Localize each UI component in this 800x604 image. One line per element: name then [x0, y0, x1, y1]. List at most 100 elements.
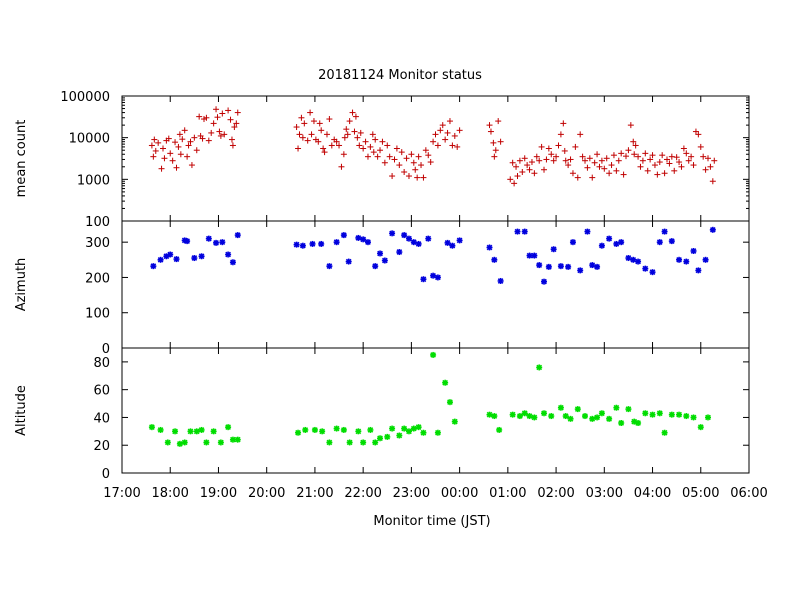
- data-point: [449, 242, 456, 249]
- data-point: [444, 129, 451, 136]
- data-point: [161, 155, 168, 162]
- data-point: [456, 237, 463, 244]
- data-point: [199, 135, 206, 142]
- data-point: [642, 410, 649, 417]
- data-point: [594, 414, 601, 421]
- data-point: [360, 439, 367, 446]
- data-point: [557, 131, 564, 138]
- data-point: [357, 129, 364, 136]
- data-point: [210, 428, 217, 435]
- data-point: [562, 157, 569, 164]
- data-point: [487, 128, 494, 135]
- data-point: [151, 136, 158, 143]
- data-point: [228, 136, 235, 143]
- y-tick-label: 100000: [60, 90, 110, 105]
- x-tick-label: 05:00: [682, 486, 719, 501]
- data-point: [497, 138, 504, 145]
- data-point: [661, 429, 668, 436]
- data-point: [514, 228, 521, 235]
- data-point: [349, 109, 356, 116]
- data-point: [594, 151, 601, 158]
- data-point: [298, 114, 305, 121]
- data-point: [351, 128, 358, 135]
- data-point: [630, 138, 637, 145]
- data-point: [185, 142, 192, 149]
- data-point: [434, 429, 441, 436]
- data-point: [649, 152, 656, 159]
- data-point: [495, 118, 502, 125]
- data-point: [434, 142, 441, 149]
- data-point: [414, 174, 421, 181]
- data-point: [229, 259, 236, 266]
- data-point: [618, 420, 625, 426]
- data-point: [299, 134, 306, 141]
- data-point: [557, 263, 564, 270]
- data-point: [318, 240, 325, 247]
- data-point: [225, 424, 232, 431]
- data-point: [420, 276, 427, 283]
- data-point: [316, 120, 323, 127]
- data-point: [415, 424, 422, 431]
- data-point: [345, 258, 352, 265]
- data-point: [666, 160, 673, 167]
- data-point: [589, 415, 596, 422]
- data-point: [531, 252, 538, 259]
- data-point: [606, 170, 613, 177]
- data-point: [219, 110, 226, 117]
- y-tick-label: 40: [93, 411, 110, 426]
- data-point: [567, 156, 574, 163]
- data-point: [589, 174, 596, 181]
- data-point: [586, 155, 593, 162]
- data-point: [372, 439, 379, 446]
- data-point: [296, 131, 303, 138]
- data-point: [705, 155, 712, 162]
- data-point: [341, 134, 348, 141]
- data-point: [217, 132, 224, 139]
- data-point: [574, 406, 581, 413]
- y-tick-label: 0: [102, 467, 110, 482]
- data-point: [676, 411, 683, 418]
- data-point: [577, 131, 584, 138]
- data-point: [157, 426, 164, 433]
- x-tick-label: 04:00: [634, 486, 671, 501]
- data-point: [150, 153, 157, 160]
- data-point: [606, 415, 613, 422]
- data-point: [594, 263, 601, 270]
- data-point: [541, 278, 548, 285]
- data-point: [354, 134, 361, 141]
- series-azimuth: [150, 226, 716, 285]
- data-point: [369, 131, 376, 138]
- data-point: [673, 154, 680, 161]
- data-point: [302, 426, 309, 433]
- data-point: [181, 439, 188, 446]
- data-point: [582, 157, 589, 164]
- y-tick-label: 20: [93, 439, 110, 454]
- data-point: [184, 153, 191, 160]
- data-point: [526, 166, 533, 173]
- data-point: [632, 142, 639, 149]
- data-point: [690, 162, 697, 169]
- data-point: [598, 410, 605, 417]
- data-point: [221, 131, 228, 138]
- data-point: [601, 165, 608, 172]
- data-point: [550, 157, 557, 164]
- data-point: [333, 425, 340, 432]
- data-point: [225, 107, 232, 114]
- data-point: [307, 109, 314, 116]
- data-point: [668, 411, 675, 418]
- x-tick-label: 06:00: [730, 486, 767, 501]
- x-tick-label: 17:00: [103, 486, 140, 501]
- data-point: [216, 128, 223, 135]
- data-point: [577, 267, 584, 274]
- x-tick-label: 01:00: [489, 486, 526, 501]
- data-point: [319, 428, 326, 435]
- data-point: [521, 410, 528, 417]
- data-point: [521, 155, 528, 162]
- data-point: [333, 138, 340, 145]
- data-point: [213, 239, 220, 246]
- data-point: [548, 151, 555, 158]
- data-point: [680, 145, 687, 152]
- data-point: [697, 143, 704, 150]
- data-point: [507, 176, 514, 183]
- data-point: [184, 238, 191, 245]
